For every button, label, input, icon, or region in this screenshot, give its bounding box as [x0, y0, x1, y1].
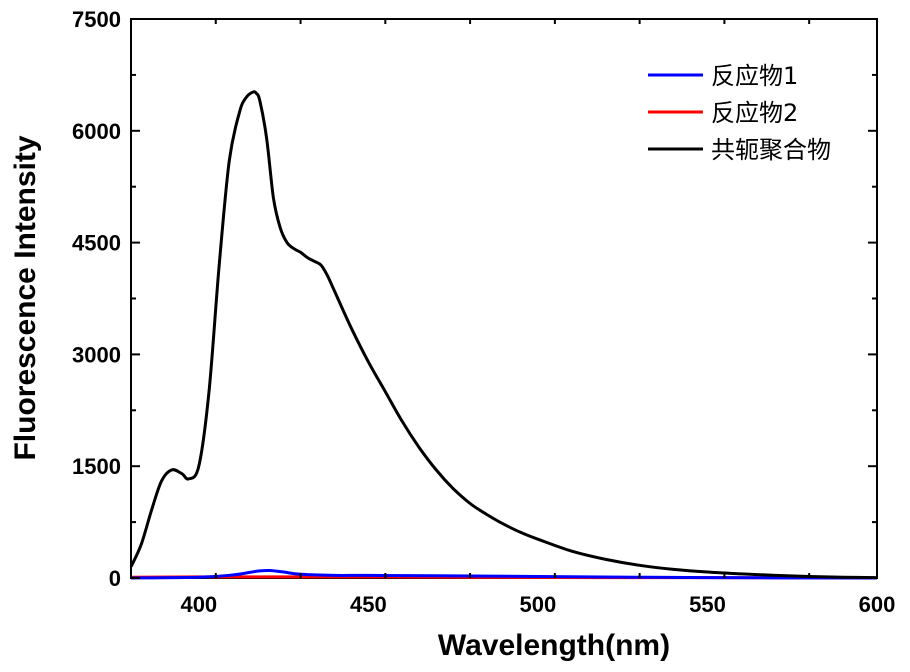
legend: 反应物1 反应物2 共轭聚合物 — [648, 62, 831, 164]
x-tick-label: 500 — [520, 592, 557, 617]
series-line-3 — [129, 90, 878, 580]
y-tick-label: 3000 — [72, 342, 121, 367]
x-tick-label: 400 — [180, 592, 217, 617]
y-tick-label: 7500 — [72, 7, 121, 32]
y-tick-label: 1500 — [72, 454, 121, 479]
series-line-1 — [130, 568, 878, 580]
x-tick-label: 550 — [689, 592, 726, 617]
x-axis-title: Wavelength(nm) — [438, 629, 670, 662]
legend-label: 反应物2 — [711, 99, 798, 127]
x-tick-label: 450 — [350, 592, 387, 617]
series-group — [129, 90, 878, 580]
y-tick-label: 6000 — [72, 119, 121, 144]
y-tick-label: 4500 — [72, 231, 121, 256]
y-axis-title: Fluorescence Intensity — [9, 135, 42, 460]
y-tick-label: 0 — [109, 566, 121, 591]
legend-label: 反应物1 — [711, 62, 798, 90]
legend-label: 共轭聚合物 — [711, 136, 831, 164]
x-tick-label: 600 — [859, 592, 896, 617]
